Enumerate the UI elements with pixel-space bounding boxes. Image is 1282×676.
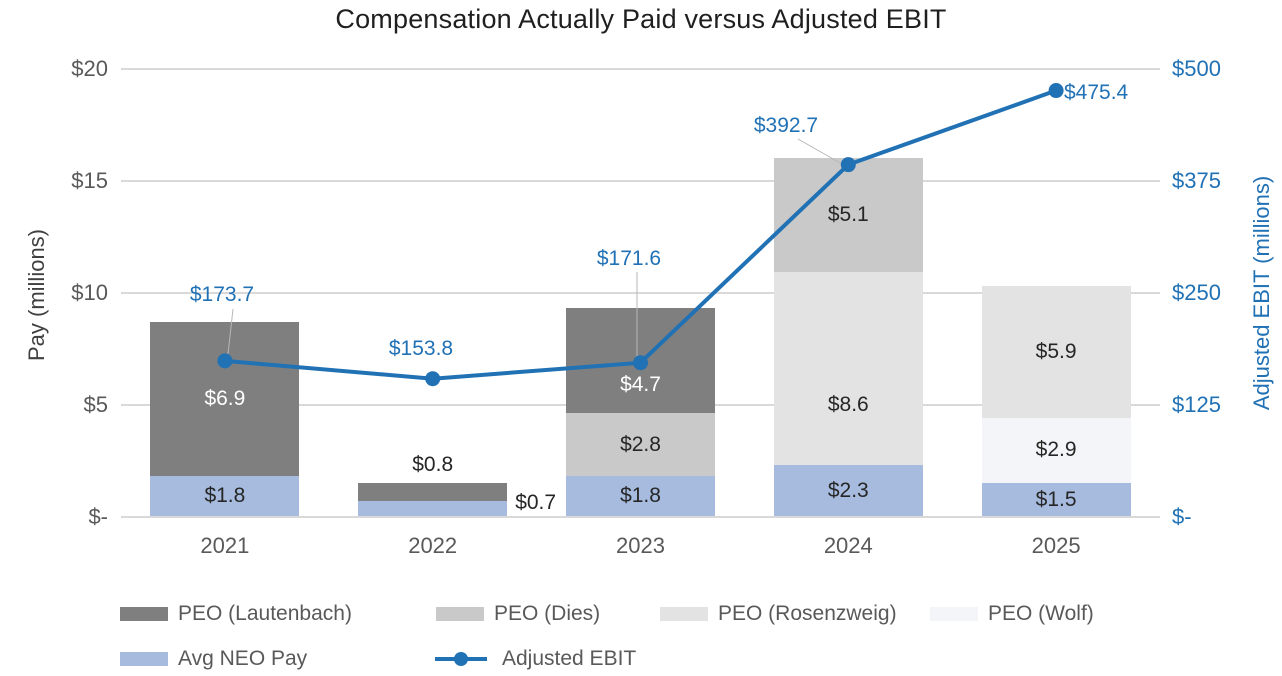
left-axis-tick-label: $10 (71, 279, 108, 305)
adjusted-ebit-data-label: $171.6 (596, 247, 662, 270)
legend-swatch (120, 607, 168, 621)
gridline (121, 179, 1160, 182)
bar-segment-label: $2.9 (1035, 438, 1077, 462)
bar-segment-label: $5.9 (1035, 339, 1077, 363)
bar-segment (773, 272, 923, 465)
bar-segment (773, 464, 923, 517)
legend-swatch (930, 607, 978, 621)
adjusted-ebit-marker (425, 371, 441, 387)
left-axis-tick-label: $20 (71, 55, 108, 81)
left-axis-tick-label: $5 (83, 391, 108, 417)
adjusted-ebit-data-label: $173.7 (189, 283, 255, 306)
bar-segment (566, 476, 715, 517)
right-axis-title: Adjusted EBIT (millions) (1249, 175, 1274, 411)
legend-swatch (120, 652, 168, 666)
bar-segment (981, 417, 1131, 483)
bar-segment (358, 500, 508, 517)
legend-line-marker-icon (435, 652, 487, 666)
x-axis-label: 2022 (408, 533, 458, 558)
bar-segment (566, 413, 715, 477)
legend-label: PEO (Wolf) (988, 602, 1094, 625)
bar-segment (150, 476, 300, 517)
bar-segment-label: $2.8 (620, 432, 661, 456)
bar-segment-label: $1.8 (204, 484, 246, 508)
x-axis-label: 2023 (616, 533, 665, 558)
bar-segment-label: $6.9 (204, 386, 246, 410)
bar-segment (358, 482, 508, 501)
left-axis-title: Pay (millions) (24, 228, 49, 362)
legend-label: PEO (Rosenzweig) (718, 602, 897, 625)
legend-label: PEO (Lautenbach) (178, 602, 352, 625)
legend-swatch (436, 607, 484, 621)
bar-segment-label: $0.8 (412, 452, 454, 476)
left-axis-tick-label: $- (88, 503, 108, 529)
bar-segment (566, 308, 715, 414)
bar-segment-label: $8.6 (827, 392, 869, 416)
adjusted-ebit-data-label: $153.8 (388, 337, 454, 360)
right-axis-tick-label: $- (1172, 503, 1192, 529)
legend-swatch (660, 607, 708, 621)
bar-segment-label: $0.7 (515, 491, 557, 514)
x-axis-label: 2025 (1031, 533, 1081, 558)
legend-label: PEO (Dies) (494, 602, 601, 625)
chart-title: Compensation Actually Paid versus Adjust… (335, 4, 947, 34)
right-axis-tick-label: $125 (1172, 391, 1221, 417)
bar-segment (981, 482, 1131, 517)
right-axis-tick-label: $500 (1172, 55, 1221, 81)
legend-label: Avg NEO Pay (178, 647, 308, 670)
gridline (121, 515, 1160, 518)
adjusted-ebit-data-label: $392.7 (753, 114, 819, 137)
right-axis-tick-label: $375 (1172, 167, 1221, 193)
bar-segment-label: $4.7 (620, 372, 661, 396)
bar-segment-label: $5.1 (827, 203, 869, 227)
bar-segment-label: $1.5 (1035, 487, 1077, 511)
bar-segment-label: $2.3 (827, 478, 869, 502)
bar-segment-label: $1.8 (620, 484, 661, 508)
x-axis-label: 2024 (823, 533, 873, 558)
legend-label: Adjusted EBIT (502, 647, 637, 670)
adjusted-ebit-marker (1048, 83, 1064, 99)
gridline (121, 67, 1160, 70)
right-axis-tick-label: $250 (1172, 279, 1221, 305)
left-axis-tick-label: $15 (71, 167, 108, 193)
x-axis-label: 2021 (200, 533, 250, 558)
adjusted-ebit-data-label: $475.4 (1064, 81, 1129, 104)
